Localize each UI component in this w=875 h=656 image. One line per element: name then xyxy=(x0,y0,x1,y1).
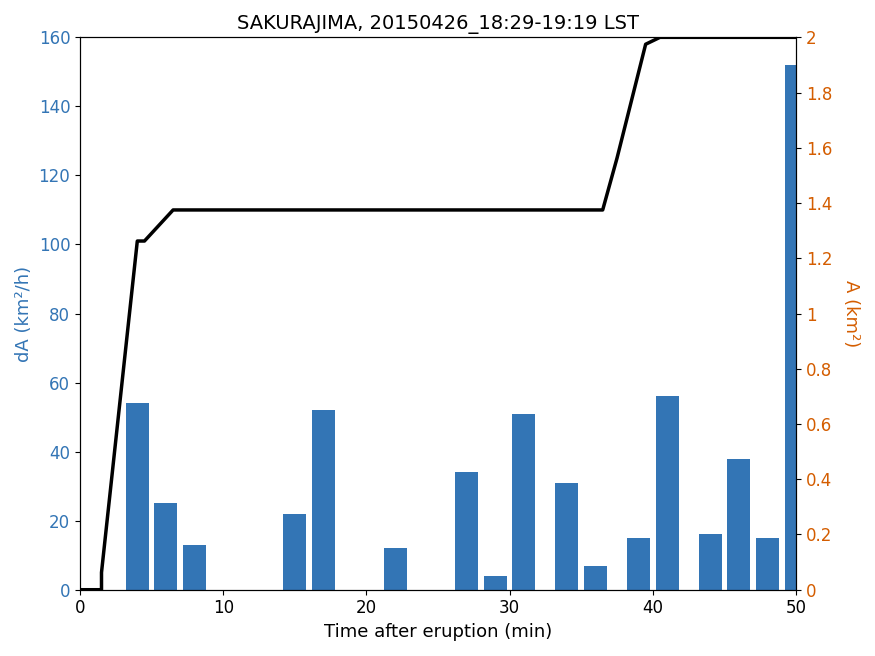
Bar xyxy=(155,503,178,590)
Bar xyxy=(284,514,306,590)
Bar xyxy=(183,545,206,590)
Bar xyxy=(312,410,335,590)
Bar xyxy=(785,65,808,590)
Bar xyxy=(655,396,679,590)
Bar xyxy=(556,483,578,590)
Y-axis label: dA (km²/h): dA (km²/h) xyxy=(15,266,33,361)
Bar xyxy=(484,576,507,590)
Bar xyxy=(727,459,750,590)
Bar xyxy=(455,472,478,590)
Bar xyxy=(756,538,779,590)
X-axis label: Time after eruption (min): Time after eruption (min) xyxy=(324,623,552,641)
Y-axis label: A (km²): A (km²) xyxy=(842,280,860,347)
Title: SAKURAJIMA, 20150426_18:29-19:19 LST: SAKURAJIMA, 20150426_18:29-19:19 LST xyxy=(237,15,639,34)
Bar xyxy=(627,538,650,590)
Bar xyxy=(126,403,149,590)
Bar xyxy=(698,535,722,590)
Bar xyxy=(513,414,536,590)
Bar xyxy=(383,548,407,590)
Bar xyxy=(584,565,607,590)
